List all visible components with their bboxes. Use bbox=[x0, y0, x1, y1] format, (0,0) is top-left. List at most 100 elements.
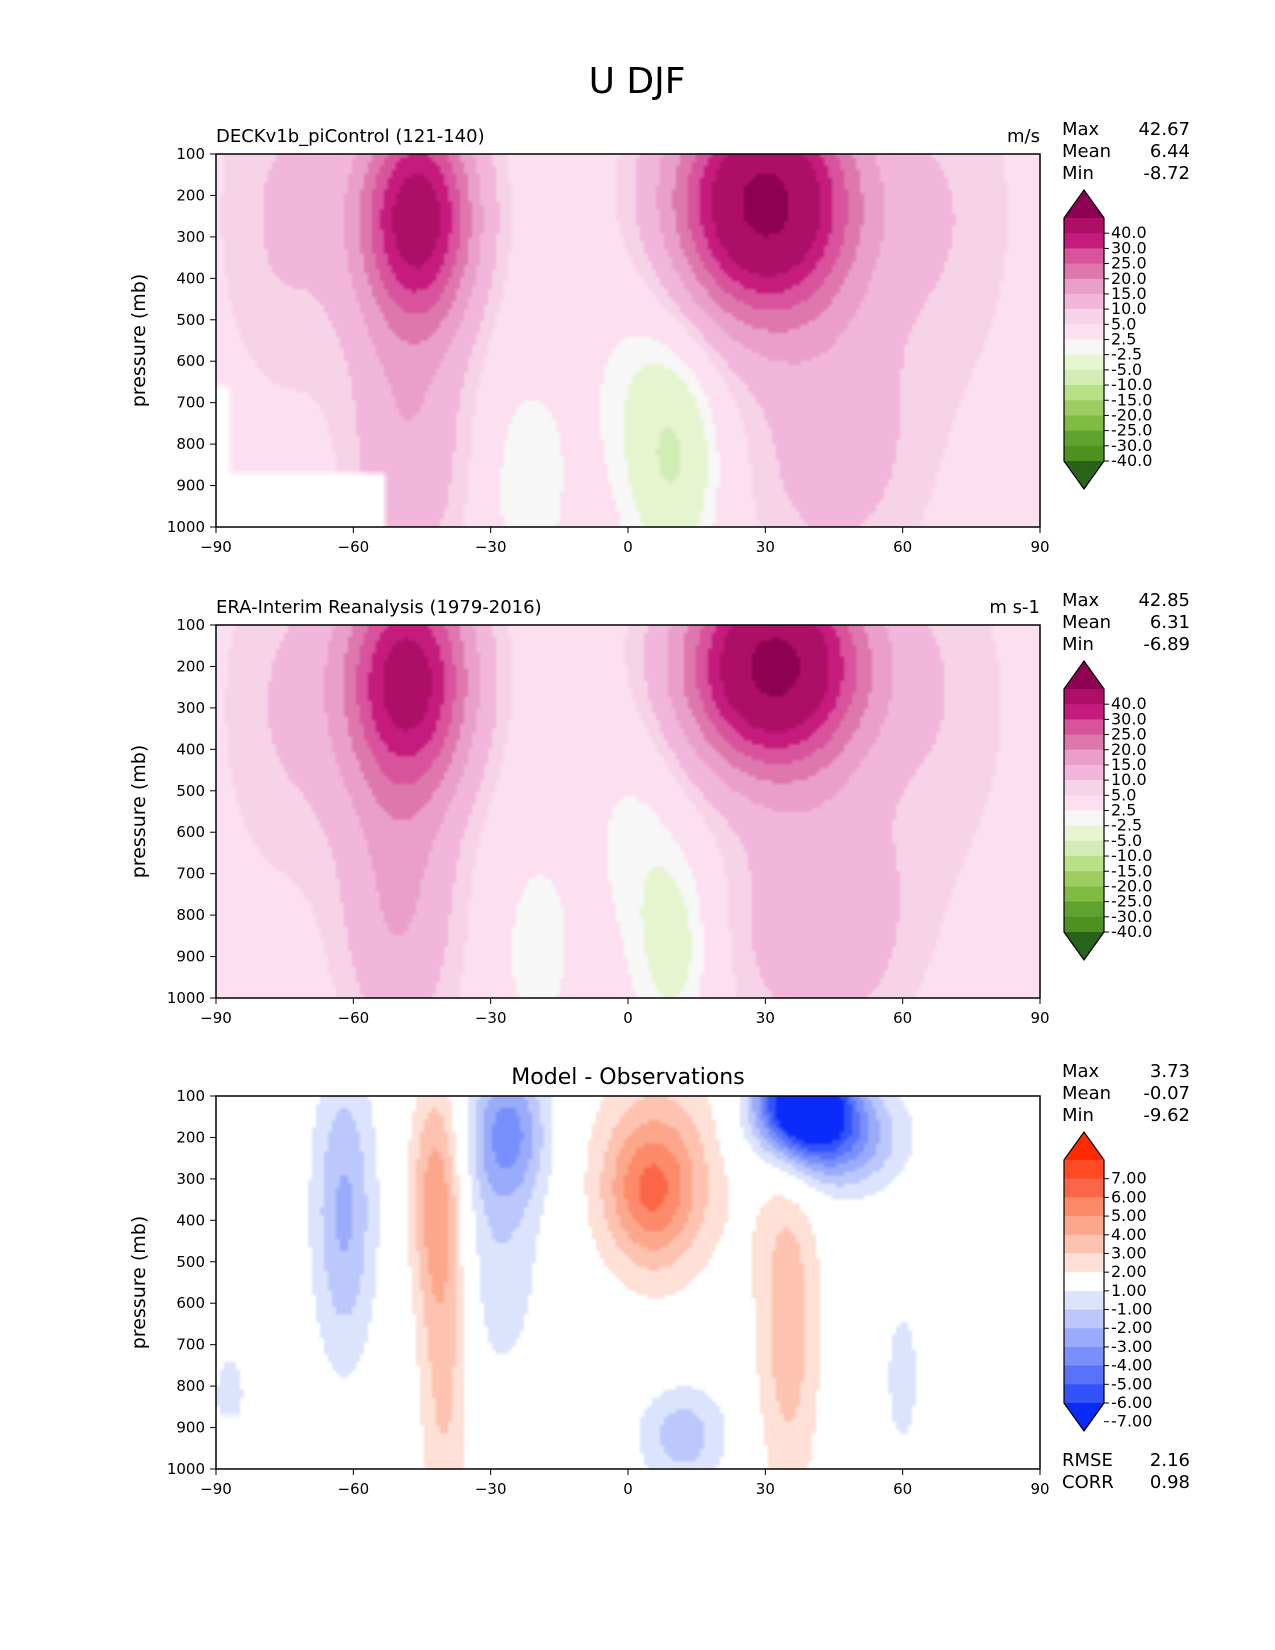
field-difference bbox=[216, 1096, 1040, 1469]
colorbar-level-label: -40.0 bbox=[1111, 451, 1152, 470]
stat-label: Mean bbox=[1062, 612, 1111, 633]
colorbar-swatch bbox=[1064, 445, 1104, 462]
colorbar: 7.006.005.004.003.002.001.00-1.00-2.00-3… bbox=[1063, 1130, 1152, 1433]
y-tick-label: 400 bbox=[176, 1211, 205, 1229]
stat-value: 42.85 bbox=[1138, 590, 1190, 611]
x-tick-label: 30 bbox=[756, 1480, 775, 1498]
colorbar-swatch bbox=[1064, 1328, 1104, 1348]
colorbar-swatch bbox=[1064, 1290, 1104, 1311]
x-tick-label: 0 bbox=[623, 1009, 633, 1027]
stat-value: 42.67 bbox=[1138, 119, 1190, 140]
colorbar-swatch bbox=[1064, 1309, 1104, 1329]
colorbar-swatch bbox=[1064, 689, 1104, 705]
colorbar-swatch bbox=[1064, 324, 1104, 341]
panel-model: −90 −60 −30 0 30 60 90 100 200 300 400 500 600 700 800… bbox=[128, 119, 1190, 556]
y-tick-label: 1000 bbox=[167, 989, 205, 1007]
colorbar-extend-bottom bbox=[1064, 932, 1104, 960]
colorbar-level-label: -5.0 bbox=[1111, 831, 1142, 850]
colorbar-swatch bbox=[1064, 263, 1104, 280]
y-tick-label: 900 bbox=[176, 1419, 205, 1437]
y-tick-label: 500 bbox=[176, 1253, 205, 1271]
x-tick-label: −60 bbox=[338, 538, 370, 556]
colorbar-level-label: -4.00 bbox=[1111, 1356, 1152, 1375]
colorbar-level-label: -10.0 bbox=[1111, 846, 1152, 865]
colorbar-level-label: 30.0 bbox=[1111, 238, 1147, 257]
x-tick-label: 60 bbox=[893, 1009, 912, 1027]
colorbar-level-label: 3.00 bbox=[1111, 1243, 1147, 1262]
y-tick-label: 700 bbox=[176, 865, 205, 883]
colorbar-swatch bbox=[1064, 764, 1104, 781]
colorbar: 40.030.025.020.015.010.05.02.5-2.5-5.0-1… bbox=[1063, 659, 1152, 962]
y-tick-label: 300 bbox=[176, 1170, 205, 1188]
x-tick-label: 90 bbox=[1030, 538, 1049, 556]
colorbar-level-label: -30.0 bbox=[1111, 907, 1152, 926]
colorbar-level-label: 2.5 bbox=[1111, 330, 1136, 349]
stat-label: Max bbox=[1062, 590, 1100, 611]
colorbar-level-label: 5.0 bbox=[1111, 785, 1136, 804]
y-tick-label: 900 bbox=[176, 477, 205, 495]
y-tick-label: 700 bbox=[176, 1336, 205, 1354]
colorbar-swatch bbox=[1064, 1346, 1104, 1367]
y-tick-label: 800 bbox=[176, 435, 205, 453]
y-tick-label: 1000 bbox=[167, 1460, 205, 1478]
colorbar-swatch bbox=[1064, 400, 1104, 417]
colorbar-level-label: -3.00 bbox=[1111, 1337, 1152, 1356]
colorbar-extend-top bbox=[1064, 661, 1104, 689]
colorbar-swatch bbox=[1064, 385, 1104, 401]
y-tick-label: 200 bbox=[176, 1128, 205, 1146]
colorbar-level-label: -15.0 bbox=[1111, 390, 1152, 409]
colorbar-swatch bbox=[1064, 749, 1104, 766]
y-tick-label: 600 bbox=[176, 1294, 205, 1312]
colorbar-level-label: 15.0 bbox=[1111, 755, 1147, 774]
colorbar-swatch bbox=[1064, 354, 1104, 371]
colorbar-level-label: -1.00 bbox=[1111, 1300, 1152, 1319]
colorbar-level-label: 25.0 bbox=[1111, 725, 1147, 744]
x-tick-label: 0 bbox=[623, 1480, 633, 1498]
y-tick-label: 300 bbox=[176, 228, 205, 246]
stat-label: Min bbox=[1062, 163, 1094, 184]
colorbar-swatch bbox=[1064, 856, 1104, 872]
x-tick-label: −90 bbox=[200, 1009, 232, 1027]
panel-title: DECKv1b_piControl (121-140) bbox=[216, 126, 485, 147]
colorbar-level-label: 20.0 bbox=[1111, 269, 1147, 288]
colorbar-swatch bbox=[1064, 1384, 1104, 1404]
colorbar-swatch bbox=[1064, 293, 1104, 310]
colorbar-level-label: 1.00 bbox=[1111, 1281, 1147, 1300]
y-axis-label: pressure (mb) bbox=[128, 274, 150, 408]
colorbar-level-label: 2.00 bbox=[1111, 1262, 1147, 1281]
x-tick-label: −60 bbox=[338, 1009, 370, 1027]
colorbar-swatch bbox=[1064, 1216, 1104, 1236]
colorbar-swatch bbox=[1064, 1160, 1104, 1180]
x-tick-label: 30 bbox=[756, 1009, 775, 1027]
field-observations bbox=[216, 625, 1040, 998]
colorbar-swatch bbox=[1064, 218, 1104, 234]
colorbar-level-label: -5.0 bbox=[1111, 360, 1142, 379]
y-tick-label: 600 bbox=[176, 823, 205, 841]
colorbar-level-label: 5.0 bbox=[1111, 314, 1136, 333]
colorbar-level-label: -20.0 bbox=[1111, 405, 1152, 424]
y-tick-label: 800 bbox=[176, 906, 205, 924]
colorbar-level-label: -5.00 bbox=[1111, 1374, 1152, 1393]
colorbar-swatch bbox=[1064, 1272, 1104, 1292]
y-tick-label: 100 bbox=[176, 1087, 205, 1105]
colorbar-swatch bbox=[1064, 795, 1104, 812]
colorbar-swatch bbox=[1064, 278, 1104, 295]
y-tick-label: 100 bbox=[176, 616, 205, 634]
colorbar-level-label: 4.00 bbox=[1111, 1225, 1147, 1244]
y-axis-label: pressure (mb) bbox=[128, 745, 150, 879]
stat-value: 0.98 bbox=[1150, 1472, 1190, 1493]
colorbar-swatch bbox=[1064, 339, 1104, 356]
stat-value: -8.72 bbox=[1143, 163, 1190, 184]
y-tick-label: 200 bbox=[176, 657, 205, 675]
stat-value: -9.62 bbox=[1143, 1105, 1190, 1126]
colorbar-swatch bbox=[1064, 415, 1104, 432]
colorbar-level-label: -30.0 bbox=[1111, 436, 1152, 455]
stat-label: Max bbox=[1062, 1061, 1100, 1082]
colorbar-level-label: 40.0 bbox=[1111, 694, 1147, 713]
stat-value: -0.07 bbox=[1143, 1083, 1190, 1104]
colorbar-swatch bbox=[1064, 309, 1104, 325]
colorbar-level-label: -7.00 bbox=[1111, 1412, 1152, 1431]
units-label: m s-1 bbox=[989, 597, 1040, 618]
stat-value: 6.44 bbox=[1150, 141, 1190, 162]
